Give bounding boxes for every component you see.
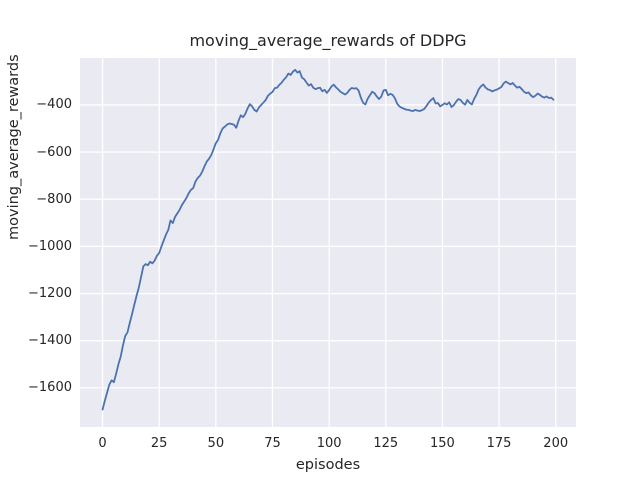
x-tick-label: 100 bbox=[316, 436, 342, 451]
x-tick-label: 150 bbox=[430, 436, 455, 451]
plot-area bbox=[80, 58, 576, 427]
chart-title: moving_average_rewards of DDPG bbox=[189, 31, 467, 50]
y-tick-label: −1600 bbox=[28, 380, 72, 396]
y-tick-label: −1200 bbox=[28, 286, 72, 302]
y-tick-label: −600 bbox=[36, 144, 72, 160]
x-tick-label: 125 bbox=[373, 436, 399, 451]
x-tick-label: 0 bbox=[98, 436, 107, 451]
y-tick-label: −800 bbox=[36, 191, 72, 207]
x-tick-label: 25 bbox=[150, 436, 168, 451]
y-tick-label: −1400 bbox=[28, 333, 72, 349]
grid-lines bbox=[80, 58, 576, 427]
y-tick-label: −400 bbox=[36, 97, 72, 113]
y-tick-label: −1000 bbox=[28, 238, 72, 254]
x-tick-label: 75 bbox=[264, 436, 281, 451]
reward-line-series bbox=[101, 68, 555, 411]
x-tick-label: 50 bbox=[207, 436, 225, 451]
x-axis-label: episodes bbox=[295, 457, 361, 473]
line-chart-canvas bbox=[80, 58, 576, 427]
x-tick-label: 175 bbox=[486, 436, 512, 451]
x-tick-label: 200 bbox=[543, 436, 569, 451]
